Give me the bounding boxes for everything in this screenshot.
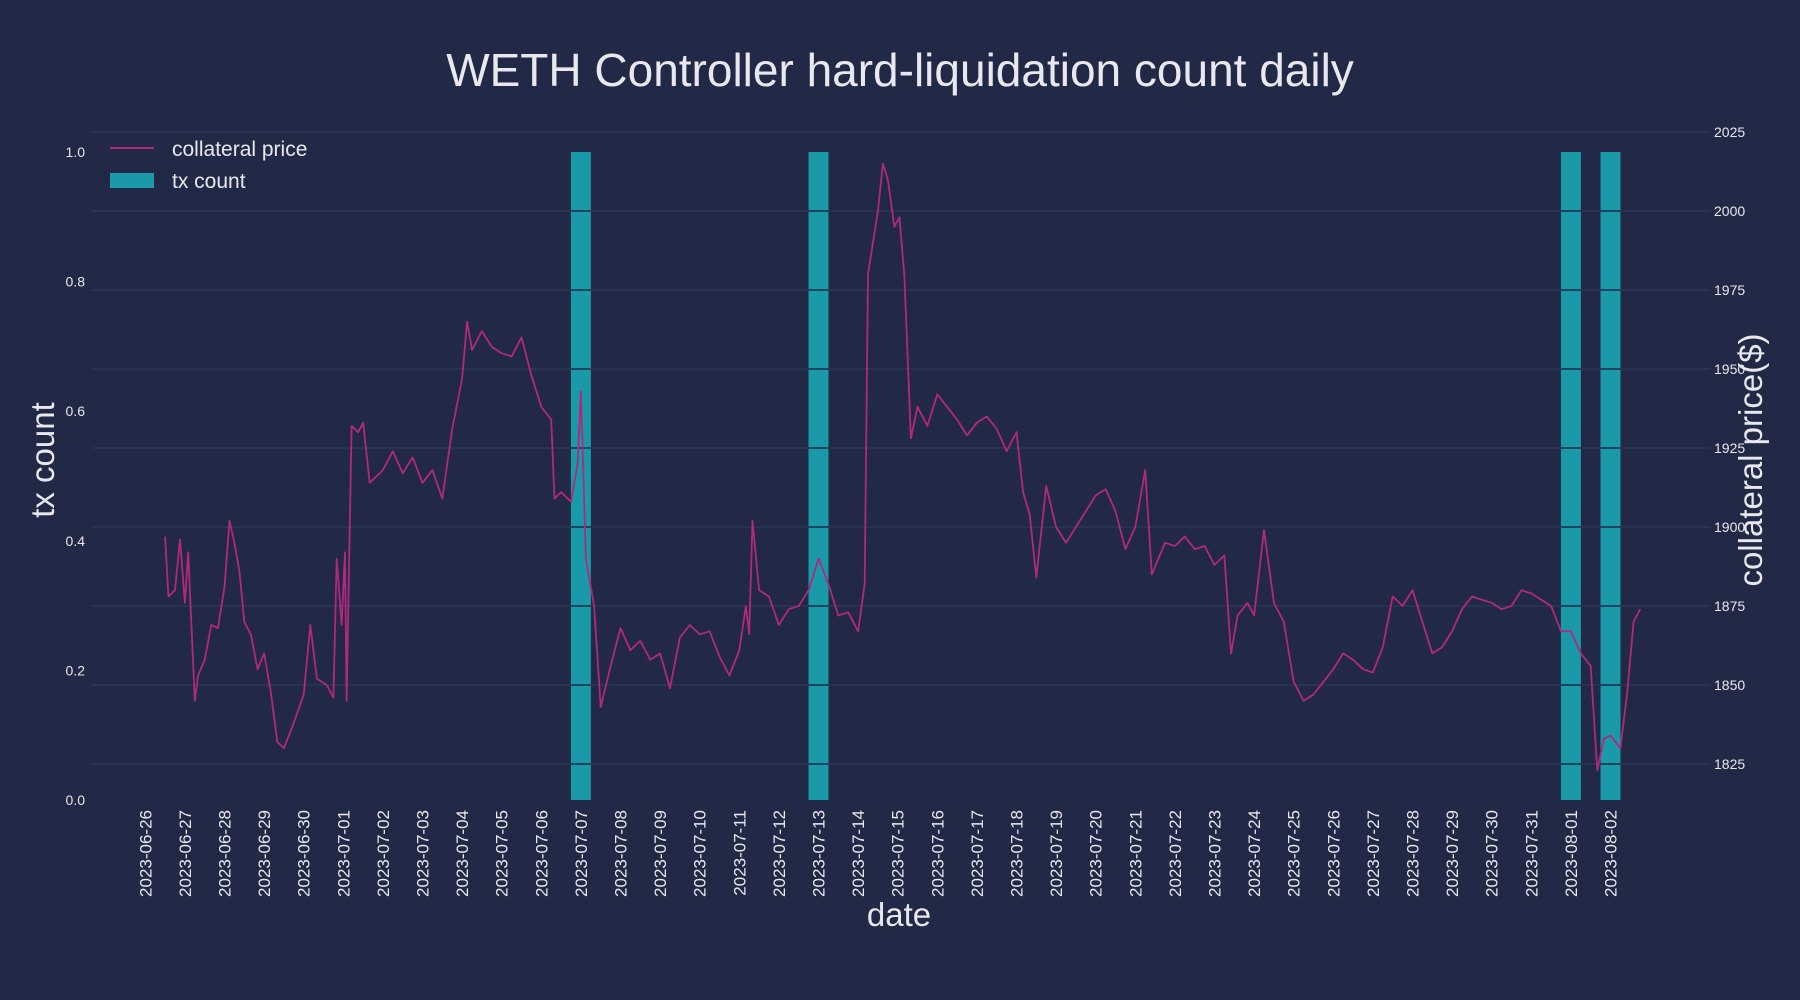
x-tick-label: 2023-07-25 — [1285, 810, 1304, 897]
x-tick-label: 2023-07-14 — [849, 810, 868, 897]
x-tick-label: 2023-06-27 — [176, 810, 195, 897]
x-tick-label: 2023-07-30 — [1483, 810, 1502, 897]
bar-2023-08-01 — [1560, 152, 1581, 800]
x-tick-label: 2023-07-22 — [1166, 810, 1185, 897]
legend-label-tx-count: tx count — [172, 170, 246, 193]
x-tick-label: 2023-07-11 — [730, 810, 749, 896]
y-tick-label: 0.6 — [66, 403, 86, 419]
x-tick-label: 2023-07-03 — [414, 810, 433, 897]
y2-tick-label: 1925 — [1714, 440, 1745, 456]
x-tick-label: 2023-07-12 — [770, 810, 789, 897]
x-tick-label: 2023-07-09 — [651, 810, 670, 897]
x-tick-label: 2023-07-13 — [810, 810, 829, 897]
y2-tick-label: 2025 — [1714, 124, 1745, 140]
x-tick-label: 2023-06-26 — [136, 810, 155, 897]
x-tick-label: 2023-07-06 — [532, 810, 551, 897]
y2-axis-title: collateral price($) — [1732, 333, 1769, 586]
tx-count-bars — [570, 152, 1621, 800]
x-tick-label: 2023-07-07 — [572, 810, 591, 897]
left-axis-ticks: 0.0 0.2 0.4 0.6 0.8 1.0 — [66, 144, 86, 808]
legend-bar-swatch — [110, 173, 154, 188]
legend: collateral price tx count — [110, 138, 307, 193]
y2-tick-label: 1825 — [1714, 756, 1745, 772]
date-axis-ticks: 2023-06-26 2023-06-27 2023-06-28 2023-06-29… — [136, 810, 1620, 897]
y-tick-label: 0.2 — [66, 662, 86, 678]
x-tick-label: 2023-07-23 — [1206, 810, 1225, 897]
x-tick-label: 2023-07-15 — [889, 810, 908, 897]
x-tick-label: 2023-06-30 — [295, 810, 314, 897]
x-tick-label: 2023-07-21 — [1126, 810, 1145, 897]
x-tick-label: 2023-07-16 — [928, 810, 947, 897]
y2-tick-label: 1900 — [1714, 519, 1745, 535]
x-tick-label: 2023-07-31 — [1522, 810, 1541, 897]
y-tick-label: 0.4 — [66, 533, 86, 549]
bar-2023-07-07 — [570, 152, 591, 800]
y-tick-label: 0.8 — [66, 274, 86, 290]
x-tick-label: 2023-07-28 — [1404, 810, 1423, 897]
x-tick-label: 2023-07-18 — [1008, 810, 1027, 897]
right-axis-ticks: 1825 1850 1875 1900 1925 1950 1975 2000 2025 — [1714, 124, 1745, 772]
y-axis-title: tx count — [24, 402, 61, 518]
x-tick-label: 2023-07-04 — [453, 810, 472, 897]
x-tick-label: 2023-07-29 — [1443, 810, 1462, 897]
x-tick-label: 2023-07-02 — [374, 810, 393, 897]
y2-tick-label: 1975 — [1714, 282, 1745, 298]
bar-2023-07-13 — [808, 152, 829, 800]
bar-2023-08-02 — [1600, 152, 1621, 800]
x-tick-label: 2023-08-01 — [1562, 810, 1581, 897]
bar-gridline-overlay — [570, 210, 1621, 765]
x-tick-label: 2023-07-10 — [691, 810, 710, 897]
y2-tick-label: 1875 — [1714, 598, 1745, 614]
y-tick-label: 1.0 — [66, 144, 86, 160]
y2-tick-label: 1850 — [1714, 677, 1745, 693]
legend-label-collateral-price: collateral price — [172, 138, 307, 161]
chart-title: WETH Controller hard-liquidation count d… — [446, 44, 1354, 96]
x-tick-label: 2023-07-20 — [1087, 810, 1106, 897]
y2-tick-label: 2000 — [1714, 203, 1745, 219]
x-tick-label: 2023-07-08 — [612, 810, 631, 897]
x-tick-label: 2023-07-05 — [493, 810, 512, 897]
x-tick-label: 2023-07-17 — [968, 810, 987, 897]
x-tick-label: 2023-06-28 — [216, 810, 235, 897]
x-tick-label: 2023-07-24 — [1245, 810, 1264, 897]
x-tick-label: 2023-07-01 — [334, 810, 353, 897]
y-tick-label: 0.0 — [66, 792, 86, 808]
x-tick-label: 2023-07-19 — [1047, 810, 1066, 897]
y2-tick-label: 1950 — [1714, 361, 1745, 377]
grid — [92, 131, 1710, 765]
x-tick-label: 2023-07-26 — [1324, 810, 1343, 897]
collateral-price-line-group — [164, 162, 1641, 772]
x-tick-label: 2023-08-02 — [1602, 810, 1621, 897]
x-axis-title: date — [867, 896, 931, 933]
x-tick-label: 2023-07-27 — [1364, 810, 1383, 897]
collateral-price-line — [164, 162, 1641, 772]
x-tick-label: 2023-06-29 — [255, 810, 274, 897]
